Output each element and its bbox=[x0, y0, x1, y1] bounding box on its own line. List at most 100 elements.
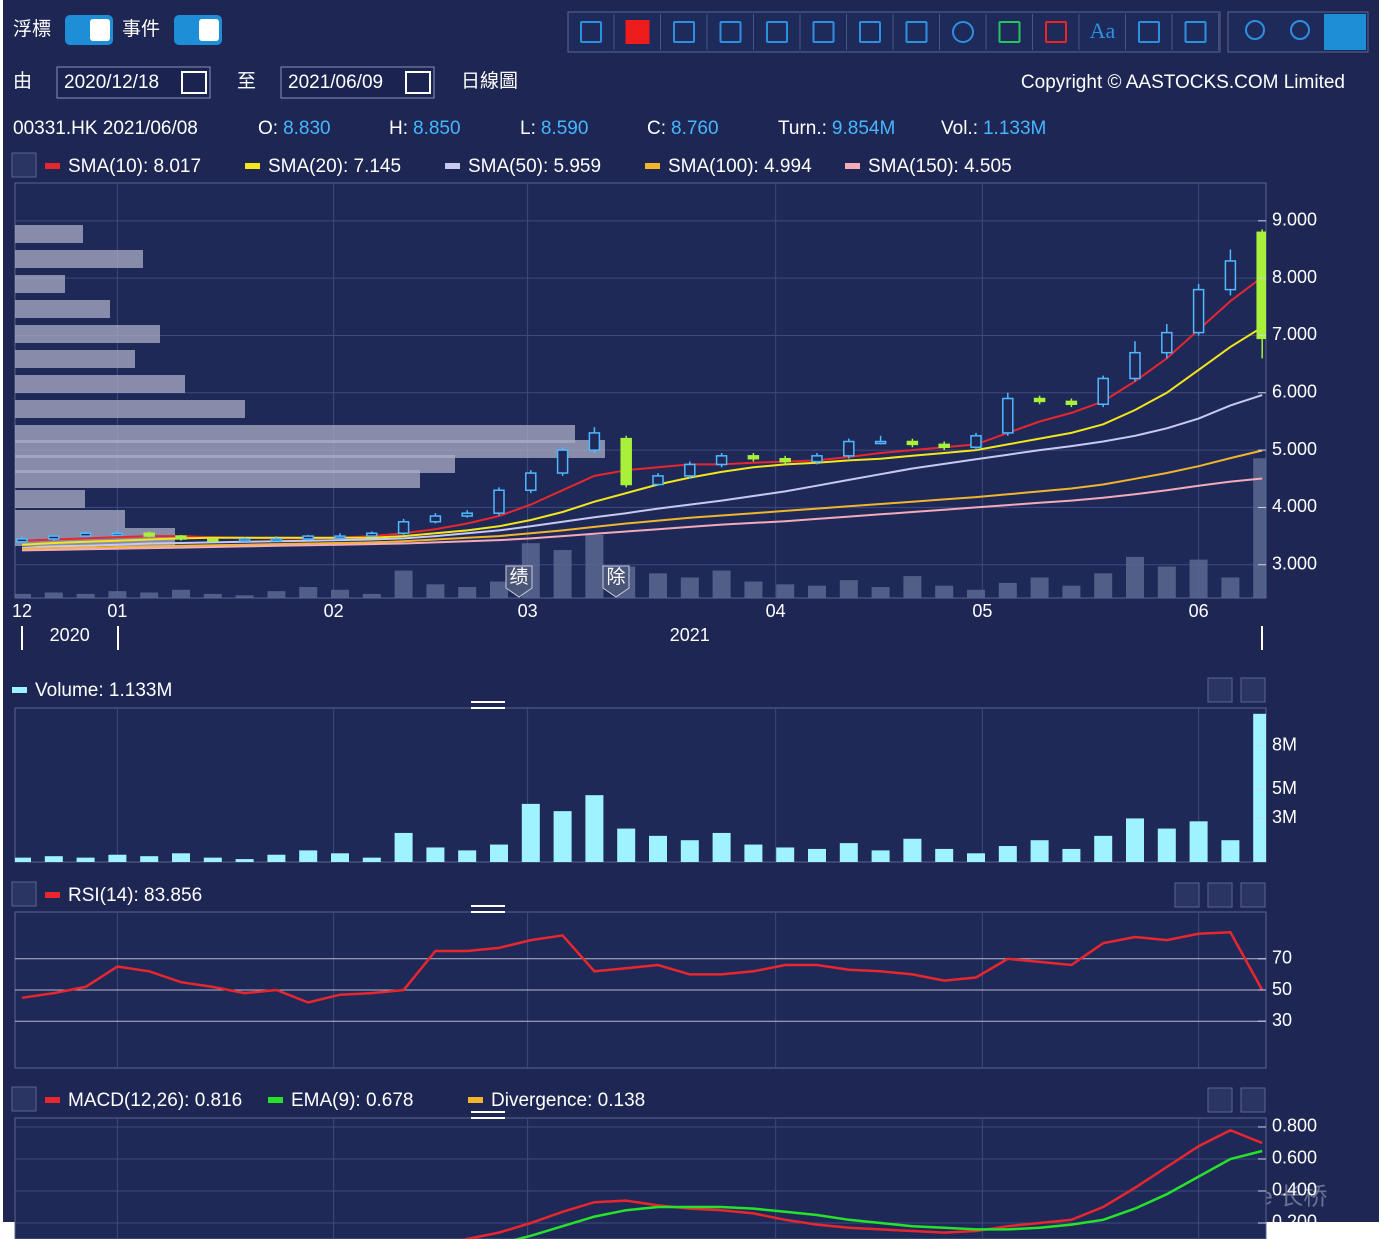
collapse-button[interactable] bbox=[11, 1086, 37, 1112]
volume-overlay-bar bbox=[267, 591, 286, 598]
tool-button[interactable] bbox=[859, 21, 881, 43]
mouse-tool[interactable] bbox=[1324, 14, 1366, 50]
volume-bar bbox=[394, 832, 413, 862]
volume-bar bbox=[935, 848, 954, 862]
candle-body bbox=[16, 538, 28, 543]
tool-button[interactable] bbox=[812, 21, 835, 43]
period-label[interactable]: 日線圖 bbox=[461, 70, 518, 92]
tool-button[interactable] bbox=[1184, 21, 1207, 43]
panel-close-button[interactable] bbox=[1240, 677, 1266, 703]
panel-close-button[interactable] bbox=[1240, 1087, 1266, 1113]
panel-up-button[interactable] bbox=[1174, 882, 1200, 908]
zoom-tool[interactable] bbox=[1290, 20, 1310, 40]
volume-overlay-bar bbox=[490, 581, 508, 598]
year-label: 2020 bbox=[50, 625, 90, 645]
volume-overlay-bar bbox=[235, 595, 254, 598]
quote-field: C: 8.760 bbox=[647, 118, 719, 139]
tool-button[interactable] bbox=[998, 21, 1021, 43]
volume-overlay-bar bbox=[458, 587, 477, 598]
volume-bar bbox=[585, 795, 604, 862]
volume-overlay-bar bbox=[44, 592, 63, 598]
tool-button[interactable] bbox=[1045, 21, 1067, 43]
volume-bar bbox=[15, 857, 31, 862]
y-tick-label: 0.800 bbox=[1272, 1116, 1317, 1136]
volume-bar bbox=[808, 848, 826, 862]
panel-up-button[interactable] bbox=[1207, 1087, 1233, 1113]
quote-field-value: 8.590 bbox=[541, 118, 589, 139]
tool-button[interactable] bbox=[580, 21, 602, 43]
y-tick-label: 5M bbox=[1272, 778, 1297, 798]
tool-button[interactable] bbox=[905, 21, 928, 43]
volume-profile bbox=[15, 400, 245, 418]
candle-body bbox=[461, 512, 473, 517]
collapse-button[interactable] bbox=[11, 152, 37, 178]
legend-label: SMA(10): 8.017 bbox=[68, 156, 201, 177]
x-tick-label: 12 bbox=[12, 601, 32, 621]
quote-field-label: Turn.: bbox=[778, 118, 827, 139]
zoom-tool[interactable] bbox=[1245, 20, 1265, 40]
quote-field-label: L: bbox=[520, 118, 536, 139]
y-tick-label: 8M bbox=[1272, 735, 1297, 755]
panel-down-button[interactable] bbox=[1207, 882, 1233, 908]
volume-overlay-bar bbox=[1094, 573, 1113, 598]
panel-down-button[interactable] bbox=[1207, 677, 1233, 703]
quote-field-label: Vol.: bbox=[941, 118, 978, 139]
color-tool[interactable] bbox=[625, 20, 650, 44]
volume-overlay-bar bbox=[76, 593, 95, 598]
volume-profile bbox=[15, 470, 420, 488]
candle-body bbox=[1192, 288, 1205, 334]
volume-profile bbox=[15, 440, 605, 458]
candle-body bbox=[970, 435, 982, 448]
y-tick-label: 3.000 bbox=[1272, 554, 1317, 574]
quote-field: O: 8.830 bbox=[258, 118, 331, 139]
volume-overlay-bar bbox=[299, 587, 318, 598]
legend-swatch bbox=[268, 1097, 283, 1103]
tool-button[interactable] bbox=[1138, 21, 1160, 43]
volume-profile bbox=[15, 250, 143, 268]
panel-close-button[interactable] bbox=[1240, 882, 1266, 908]
event-marker[interactable] bbox=[505, 565, 533, 598]
calendar-icon[interactable] bbox=[405, 71, 431, 94]
from-date: 2020/12/18 bbox=[64, 72, 159, 93]
candle-body bbox=[684, 463, 696, 477]
volume-overlay-bar bbox=[553, 550, 572, 598]
candle-body bbox=[207, 538, 219, 542]
calendar-icon[interactable] bbox=[181, 71, 207, 94]
volume-overlay-bar bbox=[1062, 585, 1081, 598]
legend-label: SMA(150): 4.505 bbox=[868, 156, 1012, 177]
collapse-button[interactable] bbox=[11, 881, 37, 907]
series-line bbox=[21, 326, 1263, 546]
volume-profile bbox=[15, 455, 455, 473]
volume-bar bbox=[521, 803, 540, 862]
legend-label: MACD(12,26): 0.816 bbox=[68, 1090, 242, 1111]
tool-button[interactable] bbox=[766, 21, 788, 43]
volume-overlay-bar bbox=[1157, 566, 1176, 598]
legend-swatch bbox=[845, 163, 860, 169]
candle-body bbox=[493, 489, 505, 514]
volume-profile bbox=[15, 225, 83, 243]
to-label: 至 bbox=[237, 71, 256, 92]
candle-body bbox=[366, 532, 378, 537]
quote-field-value: 9.854M bbox=[832, 118, 895, 139]
volume-overlay-bar bbox=[808, 585, 826, 598]
tool-button[interactable] bbox=[952, 21, 974, 43]
candle-body bbox=[1097, 377, 1109, 406]
y-tick-label: 0.600 bbox=[1272, 1148, 1317, 1168]
y-tick-label: 9.000 bbox=[1272, 210, 1317, 230]
volume-bar bbox=[1126, 818, 1144, 862]
volume-overlay-bar bbox=[998, 582, 1017, 598]
legend-label: Divergence: 0.138 bbox=[491, 1090, 645, 1111]
candle-body bbox=[48, 535, 60, 540]
legend-swatch bbox=[12, 687, 27, 693]
font-tool[interactable]: Aa bbox=[1090, 18, 1116, 43]
tool-button[interactable] bbox=[719, 21, 742, 43]
candle-body bbox=[1065, 400, 1078, 406]
volume-overlay-bar bbox=[331, 589, 349, 598]
candle-body bbox=[620, 437, 632, 486]
y-tick-label: 7.000 bbox=[1272, 324, 1317, 344]
candle-body bbox=[270, 538, 283, 542]
tool-button[interactable] bbox=[673, 21, 695, 43]
volume-overlay-bar bbox=[1030, 577, 1049, 598]
legend-label: SMA(20): 7.145 bbox=[268, 156, 401, 177]
event-marker[interactable] bbox=[602, 565, 630, 598]
